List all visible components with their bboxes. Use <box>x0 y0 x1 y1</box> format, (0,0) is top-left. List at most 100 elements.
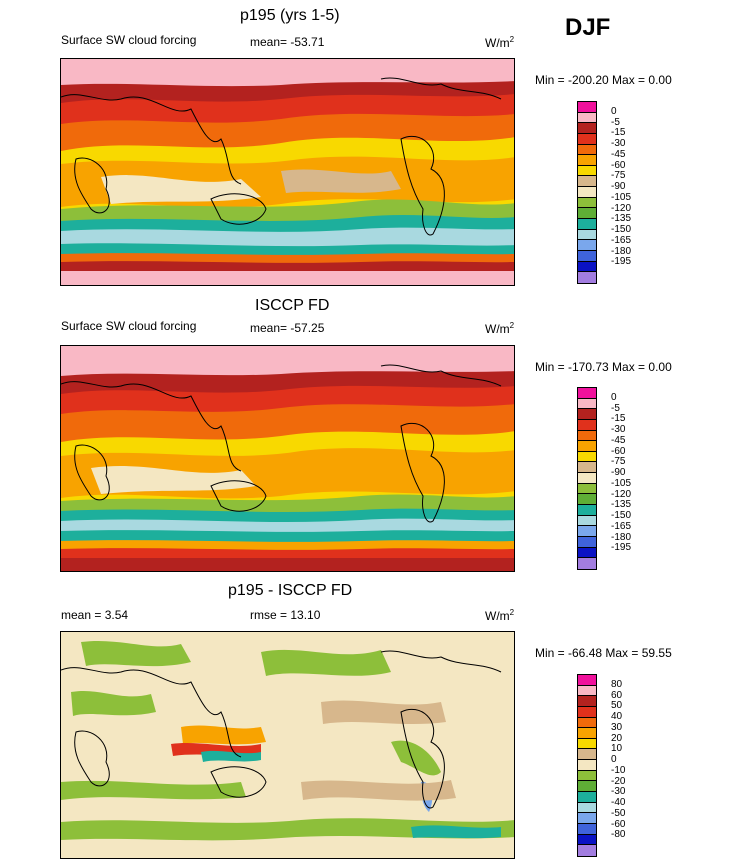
colorbar-tick-label: -75 <box>611 456 626 468</box>
colorbar-cell <box>578 483 596 495</box>
colorbar-tick-label: 20 <box>611 732 623 744</box>
colorbar-tick-label: -165 <box>611 234 632 246</box>
colorbar-tick-label: -135 <box>611 213 632 225</box>
season-label: DJF <box>565 14 611 41</box>
colorbar-tick-label: 10 <box>611 743 623 755</box>
colorbar-cell <box>578 240 596 251</box>
colorbar-cell <box>578 536 596 548</box>
colorbar-cell <box>578 430 596 442</box>
colorbar-tick-label: -50 <box>611 807 626 819</box>
colorbar-tick-label: 50 <box>611 700 623 712</box>
colorbar-tick-label: -60 <box>611 159 626 171</box>
colorbar-cell <box>578 187 596 198</box>
colorbar-tick-label: -45 <box>611 148 626 160</box>
colorbar-tick-label: 0 <box>611 754 617 766</box>
colorbar-tick-label: 60 <box>611 689 623 701</box>
panel2-title: ISCCP FD <box>255 297 330 314</box>
colorbar-tick-label: -5 <box>611 116 620 128</box>
colorbar-tick-label: 0 <box>611 391 617 403</box>
panel3-rmse-label: rmse = 13.10 <box>250 608 321 622</box>
colorbar-tick-label: 0 <box>611 105 617 117</box>
colorbar-cell <box>578 675 596 686</box>
colorbar-cell <box>578 123 596 134</box>
colorbar-tick-label: -165 <box>611 520 632 532</box>
colorbar-tick-label: -105 <box>611 191 632 203</box>
colorbar-cell <box>578 473 596 484</box>
colorbar-tick-label: -90 <box>611 467 626 479</box>
colorbar-tick-label: -60 <box>611 445 626 457</box>
panel1-colorbar <box>577 101 597 284</box>
colorbar-cell <box>578 133 596 145</box>
colorbar-cell <box>578 462 596 474</box>
colorbar-tick-label: -150 <box>611 510 632 522</box>
panel3-units: W/m2 <box>485 608 515 623</box>
colorbar-tick-label: -105 <box>611 477 632 489</box>
panel2-variable-label: Surface SW cloud forcing <box>61 319 197 333</box>
colorbar-cell <box>578 802 596 814</box>
panel2-minmax: Min = -170.73 Max = 0.00 <box>535 360 672 374</box>
panel2-map <box>60 345 515 572</box>
colorbar-cell <box>578 208 596 220</box>
panel1-mean-label: mean= -53.71 <box>250 35 325 49</box>
colorbar-cell <box>578 792 596 803</box>
colorbar-cell <box>578 219 596 230</box>
colorbar-tick-label: -40 <box>611 797 626 809</box>
colorbar-cell <box>578 685 596 697</box>
colorbar-cell <box>578 451 596 463</box>
colorbar-cell <box>578 261 596 273</box>
colorbar-tick-label: -30 <box>611 138 626 150</box>
colorbar-cell <box>578 398 596 410</box>
panel2-mean-label: mean= -57.25 <box>250 321 325 335</box>
panel2-colorbar <box>577 387 597 570</box>
colorbar-cell <box>578 494 596 506</box>
colorbar-tick-label: -135 <box>611 499 632 511</box>
colorbar-tick-label: -80 <box>611 829 626 841</box>
colorbar-tick-label: -75 <box>611 170 626 182</box>
colorbar-cell <box>578 515 596 527</box>
panel1-minmax: Min = -200.20 Max = 0.00 <box>535 73 672 87</box>
colorbar-cell <box>578 749 596 761</box>
panel3-minmax: Min = -66.48 Max = 59.55 <box>535 646 672 660</box>
colorbar-tick-label: 30 <box>611 721 623 733</box>
colorbar-tick-label: -15 <box>611 413 626 425</box>
colorbar-tick-label: -195 <box>611 256 632 268</box>
colorbar-cell <box>578 696 596 707</box>
colorbar-cell <box>578 144 596 156</box>
colorbar-cell <box>578 760 596 771</box>
colorbar-tick-label: -120 <box>611 202 632 214</box>
colorbar-tick-label: -30 <box>611 786 626 798</box>
colorbar-tick-label: -120 <box>611 488 632 500</box>
panel3-title: p195 - ISCCP FD <box>228 582 353 599</box>
colorbar-cell <box>578 165 596 177</box>
colorbar-tick-label: -60 <box>611 818 626 830</box>
colorbar-cell <box>578 409 596 420</box>
panel3-mean-label: mean = 3.54 <box>61 608 129 622</box>
colorbar-cell <box>578 717 596 729</box>
colorbar-tick-label: -180 <box>611 531 632 543</box>
colorbar-tick-label: 40 <box>611 711 623 723</box>
colorbar-cell <box>578 197 596 209</box>
colorbar-tick-label: -5 <box>611 402 620 414</box>
colorbar-tick-label: -30 <box>611 424 626 436</box>
colorbar-cell <box>578 388 596 399</box>
panel2-units: W/m2 <box>485 321 515 336</box>
colorbar-cell <box>578 823 596 835</box>
colorbar-cell <box>578 176 596 188</box>
colorbar-cell <box>578 728 596 739</box>
panel3-colorbar <box>577 674 597 857</box>
panel1-units: W/m2 <box>485 35 515 50</box>
colorbar-tick-label: -90 <box>611 181 626 193</box>
colorbar-tick-label: -45 <box>611 434 626 446</box>
colorbar-cell <box>578 526 596 537</box>
panel1-map <box>60 58 515 286</box>
colorbar-cell <box>578 547 596 559</box>
colorbar-cell <box>578 558 596 569</box>
colorbar-cell <box>578 845 596 856</box>
colorbar-tick-label: -180 <box>611 245 632 257</box>
colorbar-cell <box>578 112 596 124</box>
colorbar-cell <box>578 706 596 718</box>
panel1-title: p195 (yrs 1-5) <box>240 7 340 24</box>
colorbar-cell <box>578 102 596 113</box>
colorbar-cell <box>578 505 596 516</box>
colorbar-tick-label: -20 <box>611 775 626 787</box>
